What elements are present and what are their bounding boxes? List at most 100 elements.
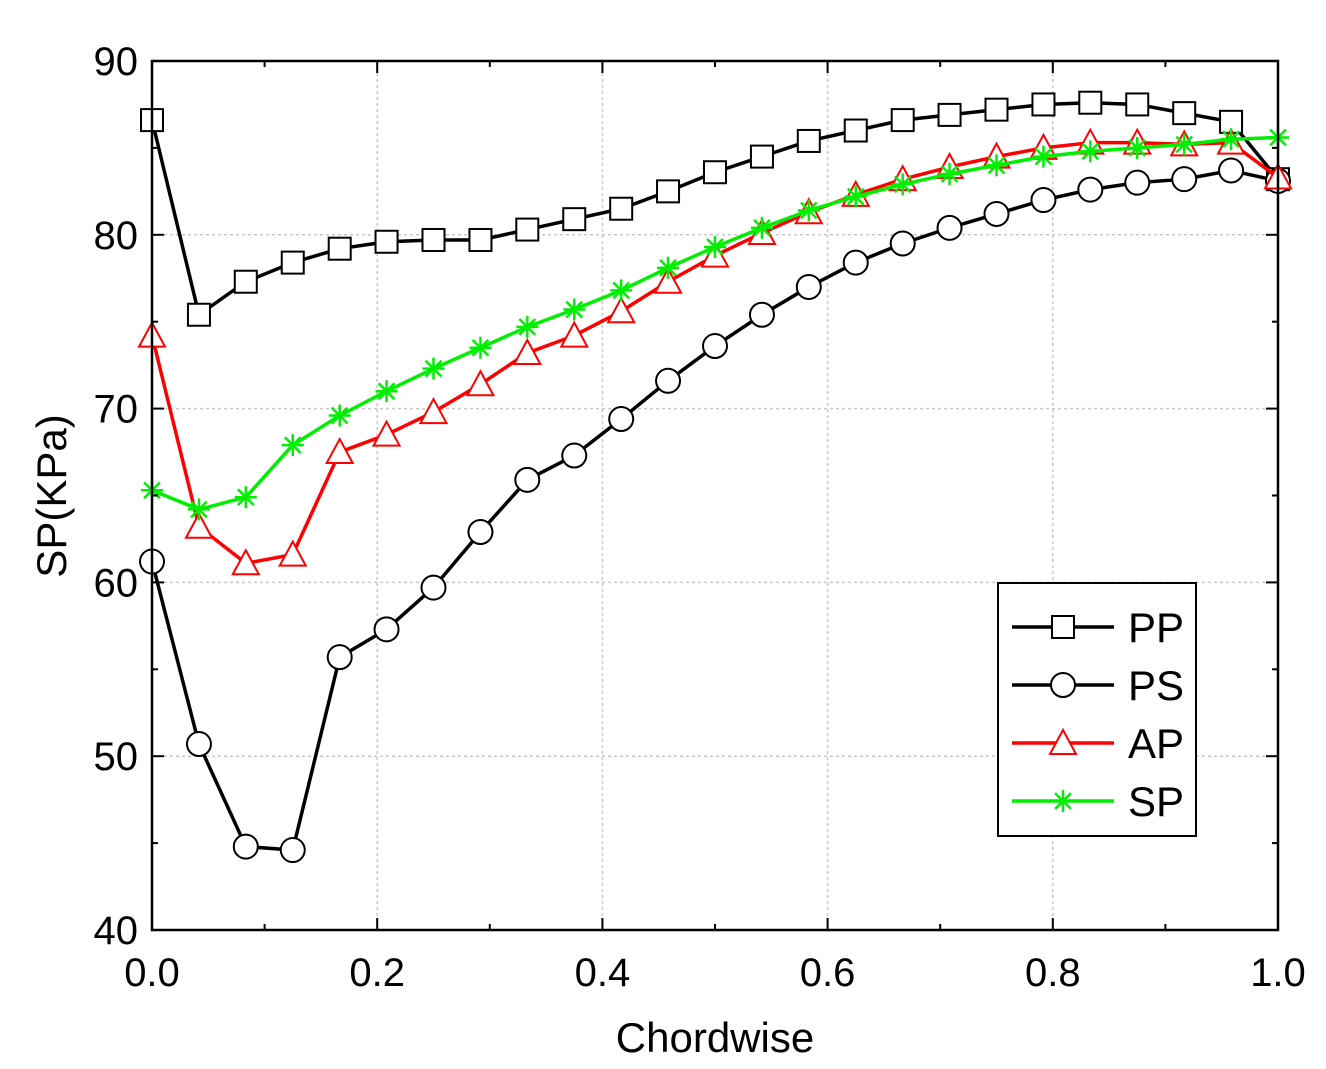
asterisk-stroke [612, 281, 631, 300]
data-point-ps [373, 616, 400, 643]
data-point-sp [187, 498, 210, 521]
x-tick-label: 0.6 [800, 951, 856, 995]
asterisk-stroke [236, 488, 255, 507]
data-point-ap [653, 266, 683, 294]
data-point-sp [1220, 128, 1243, 151]
data-point-pp [609, 196, 634, 221]
data-point-ps [1030, 187, 1057, 214]
data-point-ap [465, 369, 496, 397]
data-point-sp [704, 235, 726, 258]
data-point-ap [371, 419, 402, 447]
legend-item-ps: PS [1012, 662, 1184, 709]
series-pp [140, 90, 1290, 327]
asterisk-stroke [1222, 130, 1240, 149]
data-point-pp [656, 179, 681, 204]
legend-marker-sp [1052, 790, 1074, 812]
x-axis-title: Chordwise [616, 1014, 814, 1061]
data-point-sp [1126, 136, 1149, 159]
data-point-pp [796, 128, 821, 153]
data-point-ps [420, 574, 447, 601]
legend-marker-pp [1051, 615, 1075, 639]
legend-box [997, 582, 1197, 837]
data-point-sp [563, 298, 586, 321]
data-point-pp [1172, 101, 1197, 126]
asterisk-stroke [987, 156, 1006, 175]
y-tick-label: 90 [94, 40, 139, 84]
data-point-ps [748, 301, 775, 328]
data-point-pp [937, 102, 962, 127]
data-point-sp [844, 185, 867, 208]
x-tick-label: 0.0 [124, 951, 180, 995]
data-point-pp [515, 217, 540, 242]
legend-label-ap: AP [1128, 720, 1184, 767]
data-point-ps [702, 333, 728, 360]
data-point-sp [657, 256, 680, 279]
legend-marker-ps [1050, 672, 1076, 698]
asterisk-stroke [706, 238, 724, 256]
data-point-ap [606, 296, 636, 324]
asterisk-stroke [377, 382, 396, 401]
legend-label-ps: PS [1128, 662, 1184, 709]
asterisk-stroke [424, 359, 443, 378]
data-point-pp [843, 118, 868, 143]
data-point-sp [610, 279, 633, 302]
data-point-pp [749, 144, 774, 169]
data-point-sp [891, 173, 914, 196]
data-point-pp [186, 302, 211, 327]
y-axis-title: SP(KPa) [28, 414, 75, 577]
data-point-ps [1124, 169, 1151, 196]
x-tick-label: 0.2 [349, 951, 405, 995]
legend-marker-ap [1048, 727, 1078, 755]
data-point-ps [889, 230, 916, 257]
data-point-pp [233, 269, 258, 294]
asterisk-stroke [1175, 135, 1194, 154]
legend-label-sp: SP [1128, 778, 1184, 825]
data-point-ps [842, 249, 869, 276]
y-tick-label: 80 [94, 214, 139, 258]
data-point-ps [936, 214, 963, 241]
data-point-pp [327, 236, 352, 261]
data-point-sp [938, 162, 961, 185]
data-point-sp [469, 336, 492, 359]
asterisk-stroke [283, 436, 302, 454]
data-point-sp [985, 154, 1008, 177]
series-ps [139, 157, 1291, 864]
asterisk-stroke [659, 259, 677, 277]
data-point-pp [468, 228, 493, 253]
asterisk-stroke [1034, 147, 1053, 166]
legend-item-ap: AP [1012, 720, 1184, 767]
data-point-pp [890, 108, 915, 133]
y-tick-label: 70 [94, 388, 139, 432]
asterisk-stroke [471, 338, 490, 357]
data-point-pp [1125, 92, 1150, 117]
legend-label-pp: PP [1128, 604, 1184, 651]
series-line-pp [150, 100, 1280, 317]
asterisk-stroke [846, 187, 865, 206]
data-point-pp [1031, 92, 1056, 117]
data-point-sp [375, 380, 398, 403]
data-point-ps [514, 466, 541, 493]
data-point-ap [418, 396, 449, 425]
legend-items: PP PS AP SP [1012, 604, 1184, 825]
axes: 0.0 0.2 0.4 0.6 0.8 1.0 40 50 60 70 80 90 [94, 40, 1306, 995]
asterisk-stroke [565, 300, 584, 319]
data-point-ps [983, 200, 1010, 227]
data-point-ap [559, 320, 589, 348]
data-point-sp [516, 315, 539, 338]
data-point-ps [279, 837, 306, 864]
data-point-sp [1032, 145, 1055, 168]
data-point-sp [328, 404, 351, 427]
legend-item-pp: PP [1012, 604, 1184, 651]
asterisk-stroke [940, 165, 959, 183]
data-point-ps [1218, 157, 1245, 184]
data-point-sp [234, 486, 257, 509]
legend: PP PS AP SP [997, 582, 1197, 837]
asterisk-stroke [893, 175, 912, 194]
asterisk-stroke [1081, 142, 1100, 161]
data-point-ps [326, 644, 353, 671]
data-point-ap [184, 511, 214, 539]
data-point-sp [1173, 133, 1196, 156]
data-point-ps [795, 273, 822, 300]
asterisk-stroke [330, 406, 349, 425]
